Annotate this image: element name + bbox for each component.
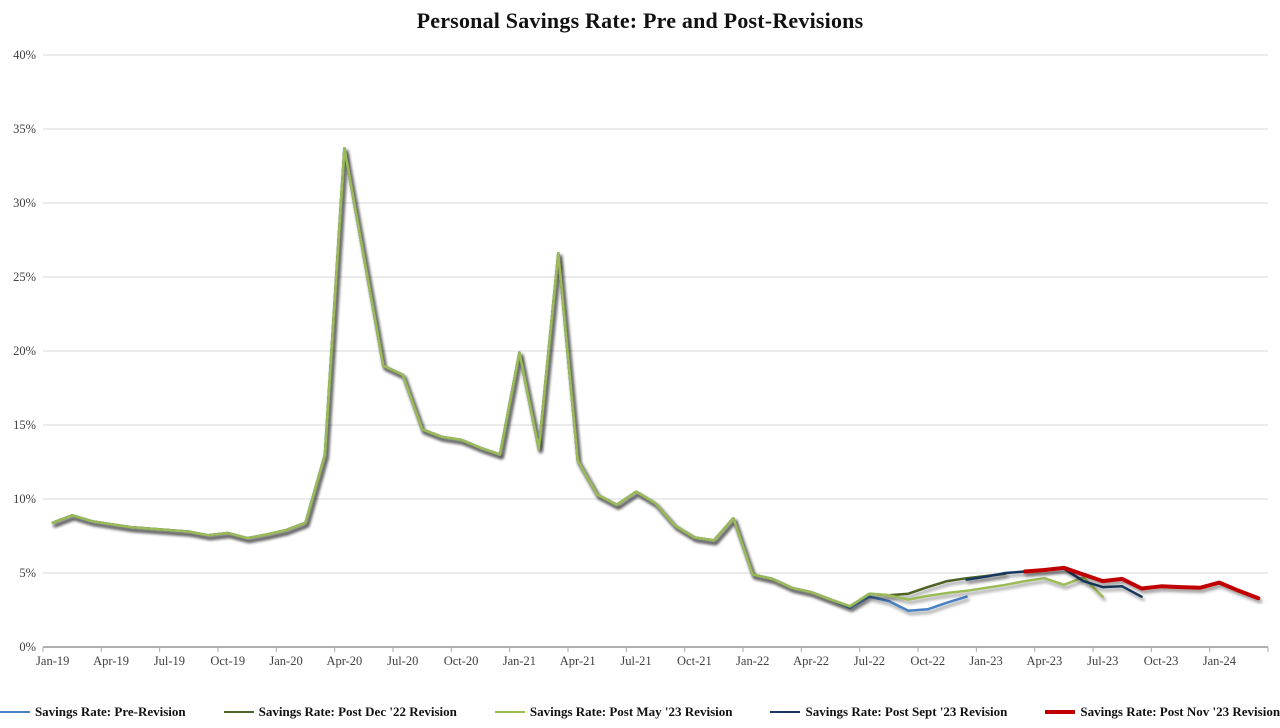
chart-title: Personal Savings Rate: Pre and Post-Revi…: [416, 8, 864, 33]
x-axis-tick-label: Jan-22: [736, 654, 769, 668]
x-axis-tick-label: Jan-19: [36, 654, 69, 668]
y-axis-tick-label: 30%: [13, 196, 36, 210]
legend-label: Savings Rate: Post Dec '22 Revision: [258, 704, 457, 719]
y-axis-tick-label: 5%: [19, 566, 36, 580]
x-axis-tick-label: Oct-22: [910, 654, 945, 668]
series-line-1: [51, 146, 968, 612]
legend: Savings Rate: Pre-Revision Savings Rate: …: [0, 704, 1280, 720]
legend-label: Savings Rate: Post Nov '23 Revision: [1080, 704, 1280, 719]
y-axis-tick-label: 10%: [13, 492, 36, 506]
x-axis-tick-label: Jul-19: [154, 654, 185, 668]
x-axis-tick-label: Jul-22: [854, 654, 885, 668]
x-axis-tick-label: Apr-20: [326, 654, 362, 668]
y-axis-tick-label: 25%: [13, 270, 36, 284]
series-line-5: [1022, 565, 1261, 601]
series-line-2: [51, 146, 1007, 608]
x-axis-tick-label: Apr-19: [93, 654, 129, 668]
x-axis-tick-label: Oct-20: [444, 654, 479, 668]
legend-item-4: Savings Rate: Post Sept '23 Revision: [770, 704, 1007, 720]
y-axis-tick-label: 15%: [13, 418, 36, 432]
x-axis-tick-label: Oct-23: [1144, 654, 1179, 668]
legend-line-swatch: [1045, 710, 1076, 714]
legend-item-1: Savings Rate: Pre-Revision: [0, 704, 186, 720]
plot-area: 0% 5% 10% 15% 20% 25% 30% 35% 40% Jan-19 Apr-19 Jul…: [13, 48, 1269, 668]
x-axis-tick-label: Jan-20: [269, 654, 302, 668]
x-axis-tick-label: Apr-23: [1026, 654, 1062, 668]
x-axis-tick-label: Apr-21: [560, 654, 596, 668]
series-line-3: [51, 146, 1104, 608]
legend-label: Savings Rate: Post May '23 Revision: [529, 704, 733, 719]
legend-line-swatch: [0, 710, 30, 714]
legend-line-swatch: [223, 710, 254, 714]
x-axis-tick-label: Jan-24: [1203, 654, 1237, 668]
x-axis-tick-label: Oct-21: [677, 654, 712, 668]
x-axis-tick-label: Apr-22: [793, 654, 829, 668]
legend-label: Savings Rate: Post Sept '23 Revision: [805, 704, 1008, 719]
legend-label: Savings Rate: Pre-Revision: [34, 704, 186, 719]
y-axis-tick-label: 35%: [13, 122, 36, 136]
legend-item-5: Savings Rate: Post Nov '23 Revision: [1045, 704, 1280, 720]
x-axis-tick-label: Jul-21: [620, 654, 651, 668]
legend-item-2: Savings Rate: Post Dec '22 Revision: [223, 704, 457, 720]
legend-line-swatch: [494, 710, 525, 714]
y-axis-tick-label: 0%: [19, 640, 36, 654]
x-axis-tick-label: Jan-21: [503, 654, 536, 668]
legend-line-swatch: [770, 710, 801, 714]
x-axis-tick-label: Jan-23: [969, 654, 1002, 668]
x-axis-tick-label: Jul-23: [1087, 654, 1118, 668]
x-axis-tick-label: Oct-19: [210, 654, 245, 668]
y-axis-tick-label: 40%: [13, 48, 36, 62]
x-axis-tick-label: Jul-20: [387, 654, 418, 668]
legend-item-3: Savings Rate: Post May '23 Revision: [494, 704, 733, 720]
y-axis-tick-label: 20%: [13, 344, 36, 358]
